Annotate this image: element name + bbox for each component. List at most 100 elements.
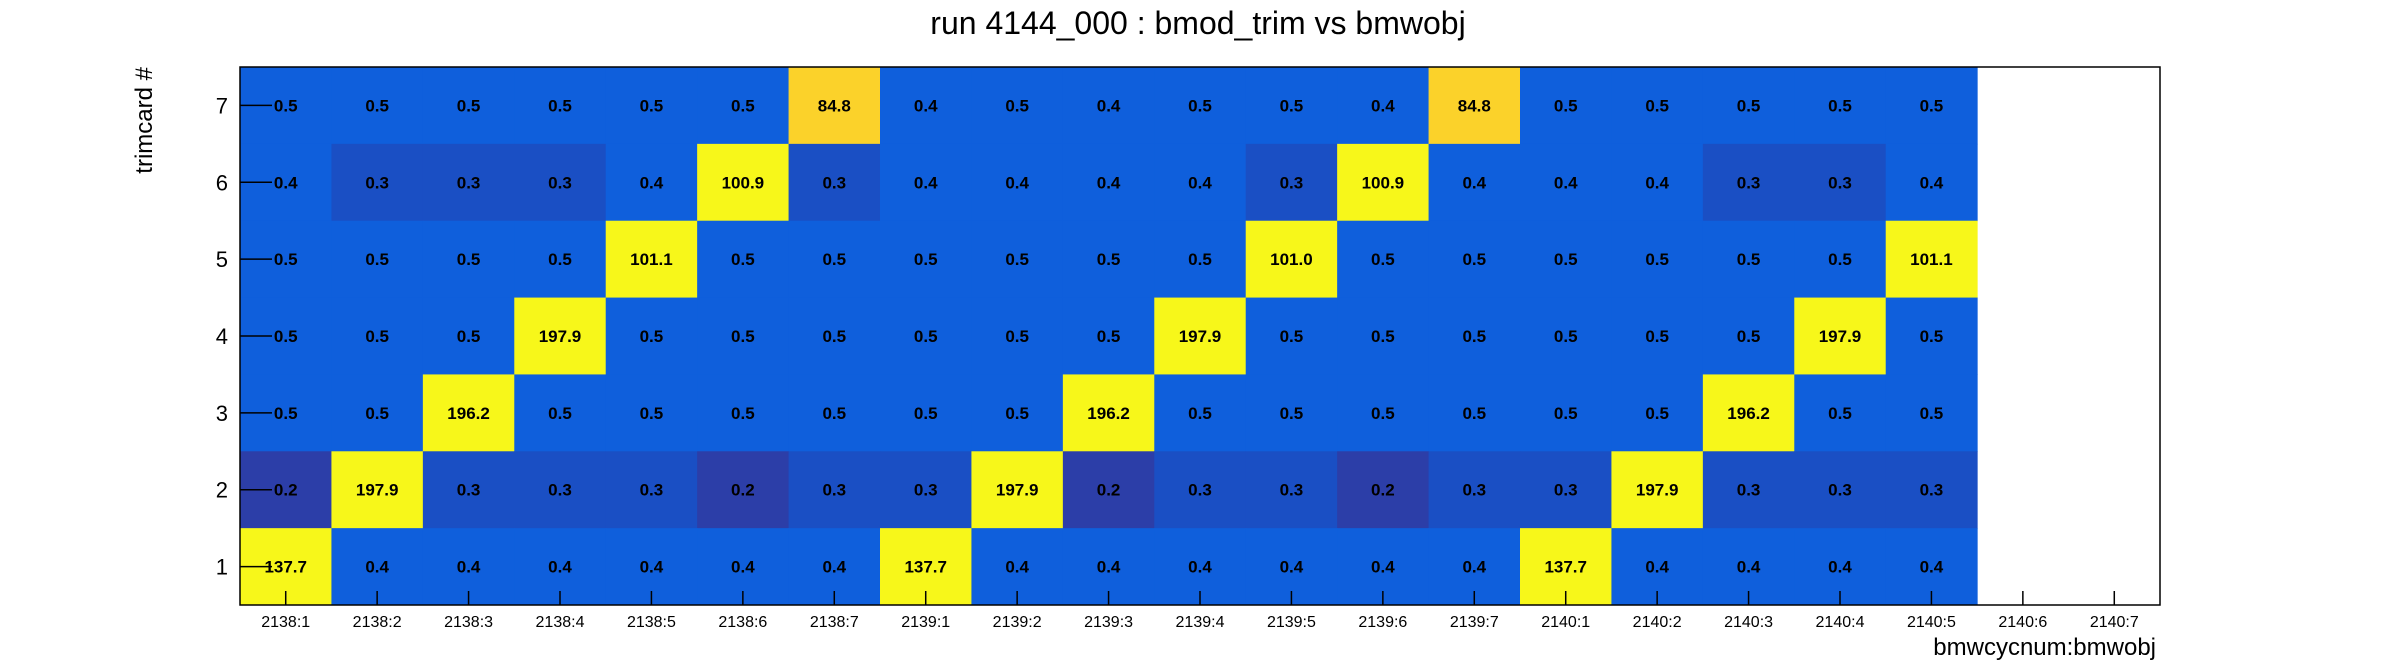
heatmap-cell: [1520, 220, 1612, 299]
cell-value-label: 0.3: [1737, 481, 1761, 500]
heatmap-cell: [1794, 451, 1887, 529]
x-axis: 2138:1 2138:2 2138:3 2138:4 2138:5 2138:6 2138…: [261, 591, 2139, 631]
cell-value-label: 196.2: [1087, 404, 1130, 423]
heatmap-cell: [1702, 143, 1795, 222]
heatmap-cell: [331, 220, 424, 299]
cell-value-label: 0.5: [1280, 96, 1304, 115]
cell-value-label: 0.5: [914, 250, 938, 269]
heatmap-cell: [1885, 67, 1978, 145]
cell-value-label: 0.3: [548, 173, 572, 192]
cell-value-label: 0.4: [1462, 173, 1486, 192]
cell-value-label: 0.3: [1828, 481, 1852, 500]
heatmap-cell: [605, 297, 698, 375]
y-tick-label: 1: [216, 555, 228, 580]
heatmap-cell: [1520, 451, 1612, 529]
cell-value-label: 0.5: [1737, 96, 1761, 115]
cell-value-label: 0.3: [1462, 481, 1486, 500]
cell-value-label: 197.9: [539, 327, 582, 346]
heatmap-cell: [1154, 451, 1247, 529]
heatmap-cell: [1428, 374, 1521, 452]
y-axis: 1 2 3 4 5 6 7: [216, 93, 272, 580]
cell-value-label: 0.2: [1371, 481, 1395, 500]
cell-value-label: 0.3: [457, 481, 481, 500]
cell-value-label: 137.7: [1544, 558, 1587, 577]
cell-value-label: 0.4: [1737, 558, 1761, 577]
y-tick-label: 5: [216, 247, 228, 272]
cell-value-label: 196.2: [1727, 404, 1770, 423]
heatmap-cell: [1337, 143, 1430, 222]
heatmap-cell: [1337, 451, 1430, 529]
heatmap-cell: [1520, 143, 1612, 222]
heatmap-cell: [1428, 451, 1521, 529]
cell-value-label: 0.5: [1371, 404, 1395, 423]
heatmap-cell: [1611, 451, 1704, 529]
x-tick-label: 2140:2: [1633, 614, 1682, 631]
heatmap-cell: [1062, 297, 1155, 375]
cell-value-label: 0.3: [1280, 173, 1304, 192]
cell-value-label: 0.5: [1462, 250, 1486, 269]
x-tick-label: 2140:4: [1816, 614, 1865, 631]
cell-value-label: 0.4: [822, 558, 846, 577]
cell-value-label: 0.4: [1188, 173, 1212, 192]
heatmap-cell: [1611, 220, 1704, 299]
cell-value-label: 196.2: [447, 404, 490, 423]
x-tick-label: 2138:3: [444, 614, 493, 631]
cell-value-label: 0.5: [1097, 327, 1121, 346]
heatmap-cell: [1794, 374, 1887, 452]
cell-value-label: 0.4: [365, 558, 389, 577]
cell-value-label: 0.5: [365, 404, 389, 423]
cell-value-label: 100.9: [1362, 173, 1405, 192]
x-tick-label: 2140:7: [2090, 614, 2139, 631]
cell-value-label: 0.3: [1188, 481, 1212, 500]
heatmap-cell: [514, 67, 607, 145]
x-tick-label: 2140:6: [1998, 614, 2047, 631]
cell-value-label: 0.5: [274, 250, 298, 269]
heatmap-cell: [1428, 67, 1521, 145]
cell-value-label: 0.5: [822, 250, 846, 269]
heatmap-cell: [1337, 297, 1430, 375]
heatmap-cell: [1428, 143, 1521, 222]
cell-value-label: 0.5: [1005, 404, 1029, 423]
cell-value-label: 0.5: [1920, 404, 1944, 423]
cell-value-label: 197.9: [1179, 327, 1222, 346]
cell-value-label: 0.3: [548, 481, 572, 500]
x-tick-label: 2139:7: [1450, 614, 1499, 631]
x-tick-label: 2139:4: [1176, 614, 1225, 631]
cell-value-label: 0.4: [1280, 558, 1304, 577]
cell-value-label: 0.5: [1554, 404, 1578, 423]
x-tick-label: 2140:5: [1907, 614, 1956, 631]
heatmap-cell: [514, 220, 607, 299]
cell-value-label: 0.3: [1737, 173, 1761, 192]
heatmap-cell: [422, 451, 515, 529]
cell-value-label: 100.9: [722, 173, 765, 192]
heatmap-cell: [605, 220, 698, 299]
cell-value-label: 0.4: [1828, 558, 1852, 577]
heatmap-cell: [1702, 374, 1795, 452]
heatmap-cell: [1154, 297, 1247, 375]
cell-value-label: 0.4: [640, 173, 664, 192]
heatmap-cell: [880, 220, 972, 299]
cell-value-label: 0.5: [365, 96, 389, 115]
heatmap-cell: [1428, 297, 1521, 375]
x-tick-label: 2139:3: [1084, 614, 1133, 631]
heatmap-cell: [1794, 143, 1887, 222]
heatmap-cell: [331, 143, 424, 222]
x-tick-label: 2138:4: [536, 614, 585, 631]
heatmap-cell: [1062, 451, 1155, 529]
heatmap-cell: [788, 143, 881, 222]
cell-value-label: 0.5: [640, 96, 664, 115]
cell-value-label: 0.4: [548, 558, 572, 577]
heatmap-cell: [1062, 67, 1155, 145]
heatmap-cell: [1154, 374, 1247, 452]
heatmap-cell: [1154, 143, 1247, 222]
cell-value-label: 0.4: [1005, 173, 1029, 192]
x-axis-label: bmwcycnum:bmwobj: [1933, 634, 2156, 661]
heatmap-cell: [1885, 374, 1978, 452]
cell-value-label: 0.5: [1554, 327, 1578, 346]
heatmap-cell: [1245, 143, 1338, 222]
heatmap-cell: [514, 297, 607, 375]
cell-value-label: 0.5: [365, 327, 389, 346]
heatmap-cell: [880, 143, 972, 222]
cell-value-label: 0.5: [1097, 250, 1121, 269]
cell-value-label: 0.5: [731, 250, 755, 269]
